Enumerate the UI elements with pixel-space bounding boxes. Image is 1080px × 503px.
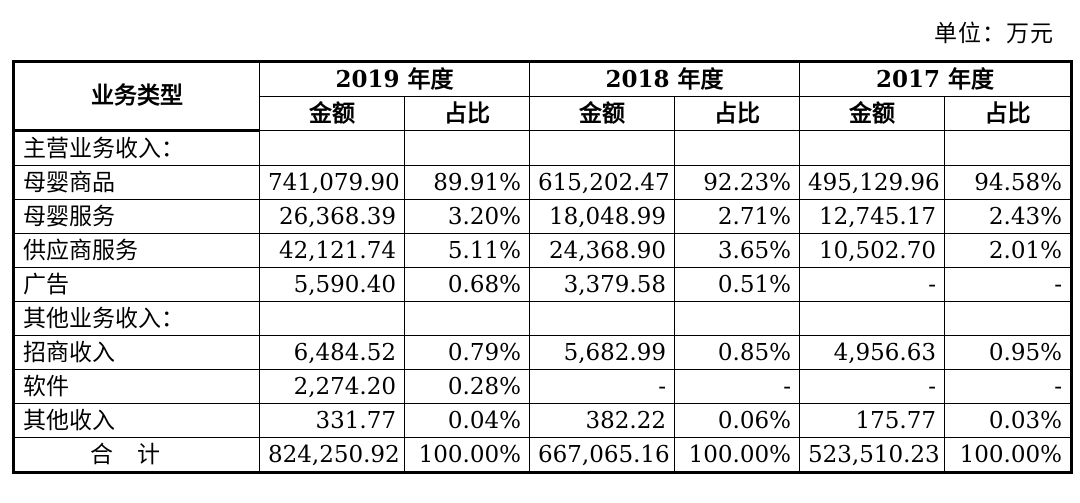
- ratio-2017: 2.43%: [944, 199, 1072, 234]
- row-label: 招商收入: [13, 335, 260, 370]
- ratio-2018: 3.65%: [674, 233, 800, 268]
- total-amount-2019: 824,250.92: [259, 437, 405, 473]
- total-ratio-2019: 100.00%: [404, 437, 530, 473]
- year-header-2017: 2017 年度: [799, 61, 1072, 97]
- table-row: 母婴服务 26,368.39 3.20% 18,048.99 2.71% 12,…: [13, 199, 1072, 234]
- amount-2018: 3,379.58: [529, 267, 675, 302]
- ratio-2019: 5.11%: [404, 233, 530, 268]
- business-type-header: 业务类型: [13, 61, 260, 132]
- total-amount-2018: 667,065.16: [529, 437, 675, 473]
- amount-2017: 12,745.17: [799, 199, 945, 234]
- amount-2017: 495,129.96: [799, 165, 945, 200]
- amount-header-2017: 金额: [799, 96, 945, 131]
- ratio-2017: -: [944, 267, 1072, 302]
- amount-2019: 2,274.20: [259, 369, 405, 404]
- amount-2018: -: [529, 369, 675, 404]
- amount-2018: 382.22: [529, 403, 675, 438]
- total-amount-2017: 523,510.23: [799, 437, 945, 473]
- total-ratio-2017: 100.00%: [944, 437, 1072, 473]
- ratio-2017: 94.58%: [944, 165, 1072, 200]
- ratio-2019: 0.79%: [404, 335, 530, 370]
- ratio-2018: 2.71%: [674, 199, 800, 234]
- amount-2019: 741,079.90: [259, 165, 405, 200]
- ratio-2019: 0.04%: [404, 403, 530, 438]
- section-title-main: 主营业务收入：: [13, 130, 260, 166]
- table-row: 其他收入 331.77 0.04% 382.22 0.06% 175.77 0.…: [13, 403, 1072, 438]
- ratio-2019: 3.20%: [404, 199, 530, 234]
- ratio-header-2018: 占比: [674, 96, 800, 131]
- amount-2017: 4,956.63: [799, 335, 945, 370]
- amount-2019: 42,121.74: [259, 233, 405, 268]
- amount-2017: -: [799, 369, 945, 404]
- ratio-header-2017: 占比: [944, 96, 1072, 131]
- ratio-2019: 89.91%: [404, 165, 530, 200]
- ratio-header-2019: 占比: [404, 96, 530, 131]
- unit-label: 单位：万元: [934, 21, 1054, 47]
- header-year-row: 业务类型 2019 年度 2018 年度 2017 年度: [13, 61, 1072, 132]
- table-row: 母婴商品 741,079.90 89.91% 615,202.47 92.23%…: [13, 165, 1072, 200]
- amount-2017: 175.77: [799, 403, 945, 438]
- amount-header-2019: 金额: [259, 96, 405, 131]
- total-row: 合计 824,250.92 100.00% 667,065.16 100.00%…: [13, 437, 1072, 473]
- amount-2018: 615,202.47: [529, 165, 675, 200]
- amount-header-2018: 金额: [529, 96, 675, 131]
- table-row: 招商收入 6,484.52 0.79% 5,682.99 0.85% 4,956…: [13, 335, 1072, 370]
- table-row: 软件 2,274.20 0.28% - - - -: [13, 369, 1072, 404]
- amount-2017: -: [799, 267, 945, 302]
- row-label: 母婴商品: [13, 165, 260, 200]
- ratio-2019: 0.28%: [404, 369, 530, 404]
- year-header-2018: 2018 年度: [529, 61, 800, 97]
- row-label: 软件: [13, 369, 260, 404]
- ratio-2017: 2.01%: [944, 233, 1072, 268]
- ratio-2018: 0.85%: [674, 335, 800, 370]
- total-ratio-2018: 100.00%: [674, 437, 800, 473]
- amount-2019: 331.77: [259, 403, 405, 438]
- ratio-2017: 0.95%: [944, 335, 1072, 370]
- amount-2017: 10,502.70: [799, 233, 945, 268]
- ratio-2018: -: [674, 369, 800, 404]
- row-label: 广告: [13, 267, 260, 302]
- ratio-2017: 0.03%: [944, 403, 1072, 438]
- amount-2019: 6,484.52: [259, 335, 405, 370]
- table-row: 广告 5,590.40 0.68% 3,379.58 0.51% - -: [13, 267, 1072, 302]
- revenue-table: 业务类型 2019 年度 2018 年度 2017 年度 金额 占比 金额 占比…: [12, 60, 1073, 474]
- amount-2018: 5,682.99: [529, 335, 675, 370]
- ratio-2017: -: [944, 369, 1072, 404]
- row-label: 其他收入: [13, 403, 260, 438]
- year-header-2019: 2019 年度: [259, 61, 530, 97]
- ratio-2018: 0.06%: [674, 403, 800, 438]
- amount-2019: 5,590.40: [259, 267, 405, 302]
- section-row-other: 其他业务收入：: [13, 301, 1072, 336]
- row-label: 供应商服务: [13, 233, 260, 268]
- amount-2018: 18,048.99: [529, 199, 675, 234]
- section-title-other: 其他业务收入：: [13, 301, 260, 336]
- total-label: 合计: [13, 437, 260, 473]
- amount-2019: 26,368.39: [259, 199, 405, 234]
- table-row: 供应商服务 42,121.74 5.11% 24,368.90 3.65% 10…: [13, 233, 1072, 268]
- ratio-2018: 0.51%: [674, 267, 800, 302]
- amount-2018: 24,368.90: [529, 233, 675, 268]
- section-row-main: 主营业务收入：: [13, 130, 1072, 166]
- ratio-2019: 0.68%: [404, 267, 530, 302]
- row-label: 母婴服务: [13, 199, 260, 234]
- ratio-2018: 92.23%: [674, 165, 800, 200]
